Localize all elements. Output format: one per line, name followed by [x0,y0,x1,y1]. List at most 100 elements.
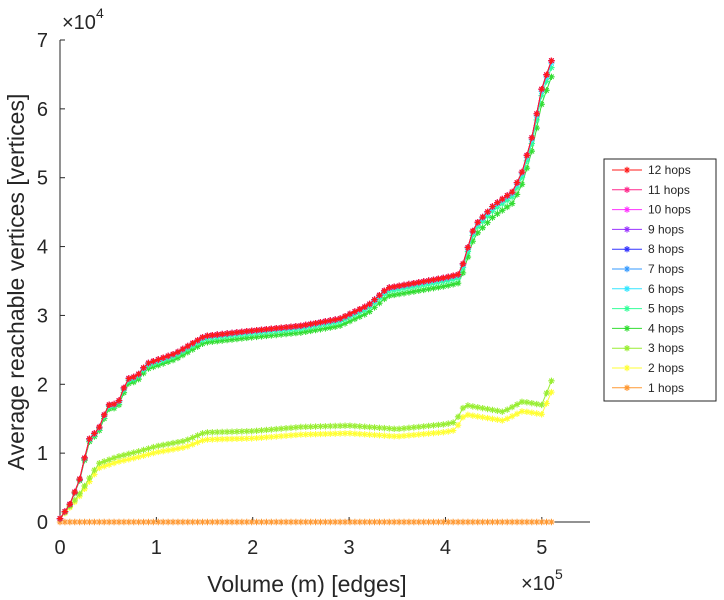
data-point [415,431,422,438]
data-point [223,428,231,436]
data-point [327,324,334,331]
legend-entry: 10 hops [612,203,691,217]
data-point [160,447,167,455]
data-point [145,445,152,452]
data-point [120,457,128,464]
data-point [179,345,187,353]
data-point [479,224,486,231]
data-point [430,422,437,429]
data-point [504,197,511,204]
data-point [297,322,305,329]
data-point [155,361,162,369]
data-point [282,330,290,338]
data-point [160,360,167,367]
data-point [504,192,511,199]
data-point [376,292,383,299]
data-point [386,284,393,291]
data-point [130,454,137,462]
data-point [543,389,550,397]
data-point [307,431,314,438]
data-point [243,518,250,526]
data-point [499,207,506,214]
y-axis-label: Average reachable vertices [vertices] [3,94,29,471]
data-point [430,518,437,526]
data-point [518,168,526,176]
data-point [120,384,128,392]
data-point [494,210,501,217]
x-tick-label: 1 [151,537,162,559]
data-point [351,308,359,315]
y-multiplier: ×104 [62,5,104,34]
data-point [435,275,442,283]
data-point [130,449,137,456]
data-point [489,203,496,210]
data-point [346,518,354,526]
data-point [390,291,398,299]
data-point [440,429,447,436]
data-point [425,430,432,437]
legend-entry: 11 hops [612,183,690,197]
data-point [155,442,162,450]
data-point [135,518,142,526]
data-point [194,337,201,344]
data-point [356,430,363,438]
data-point [194,439,201,446]
data-point [317,518,324,526]
data-point [282,425,290,432]
data-point [449,427,457,434]
data-point [508,200,516,207]
data-point [435,421,442,429]
data-point [179,518,187,526]
data-point [395,282,403,290]
data-point [194,343,201,350]
legend-entry: 9 hops [612,222,684,236]
data-point [449,272,457,279]
legend-marker-icon [623,384,631,391]
data-point [449,419,457,426]
data-point [253,434,260,442]
data-point [292,323,300,330]
data-point [160,518,167,526]
data-point [420,278,427,285]
data-point [513,179,521,186]
legend-marker-icon [623,325,631,332]
data-point [543,71,550,78]
legend-label: 1 hops [648,381,684,395]
data-point [317,319,324,326]
data-point [533,410,540,417]
data-point [110,400,118,408]
data-point [484,208,491,215]
data-point [494,199,501,206]
data-point [302,423,309,431]
data-point [164,440,172,448]
data-point [400,281,408,289]
data-point [263,434,270,441]
data-point [390,518,398,526]
legend-entry: 3 hops [612,341,684,355]
data-point [425,422,432,430]
data-point [513,184,521,191]
data-point [390,433,398,440]
data-point [513,191,521,198]
data-point [204,429,211,436]
data-point [459,518,467,526]
data-point [302,518,309,526]
data-point [395,290,403,298]
data-point [548,388,555,396]
data-point [312,518,319,526]
data-point [508,403,516,411]
data-point [523,518,531,526]
data-point [445,282,452,289]
data-point [189,518,196,526]
data-point [430,284,437,292]
data-point [105,518,113,526]
data-point [381,295,388,303]
data-point [105,461,113,468]
data-point [376,432,383,439]
data-point [297,518,305,526]
legend-marker-icon [623,246,631,253]
data-point [430,276,437,283]
data-point [543,518,550,526]
x-multiplier: ×105 [521,566,563,595]
data-point [518,181,526,188]
